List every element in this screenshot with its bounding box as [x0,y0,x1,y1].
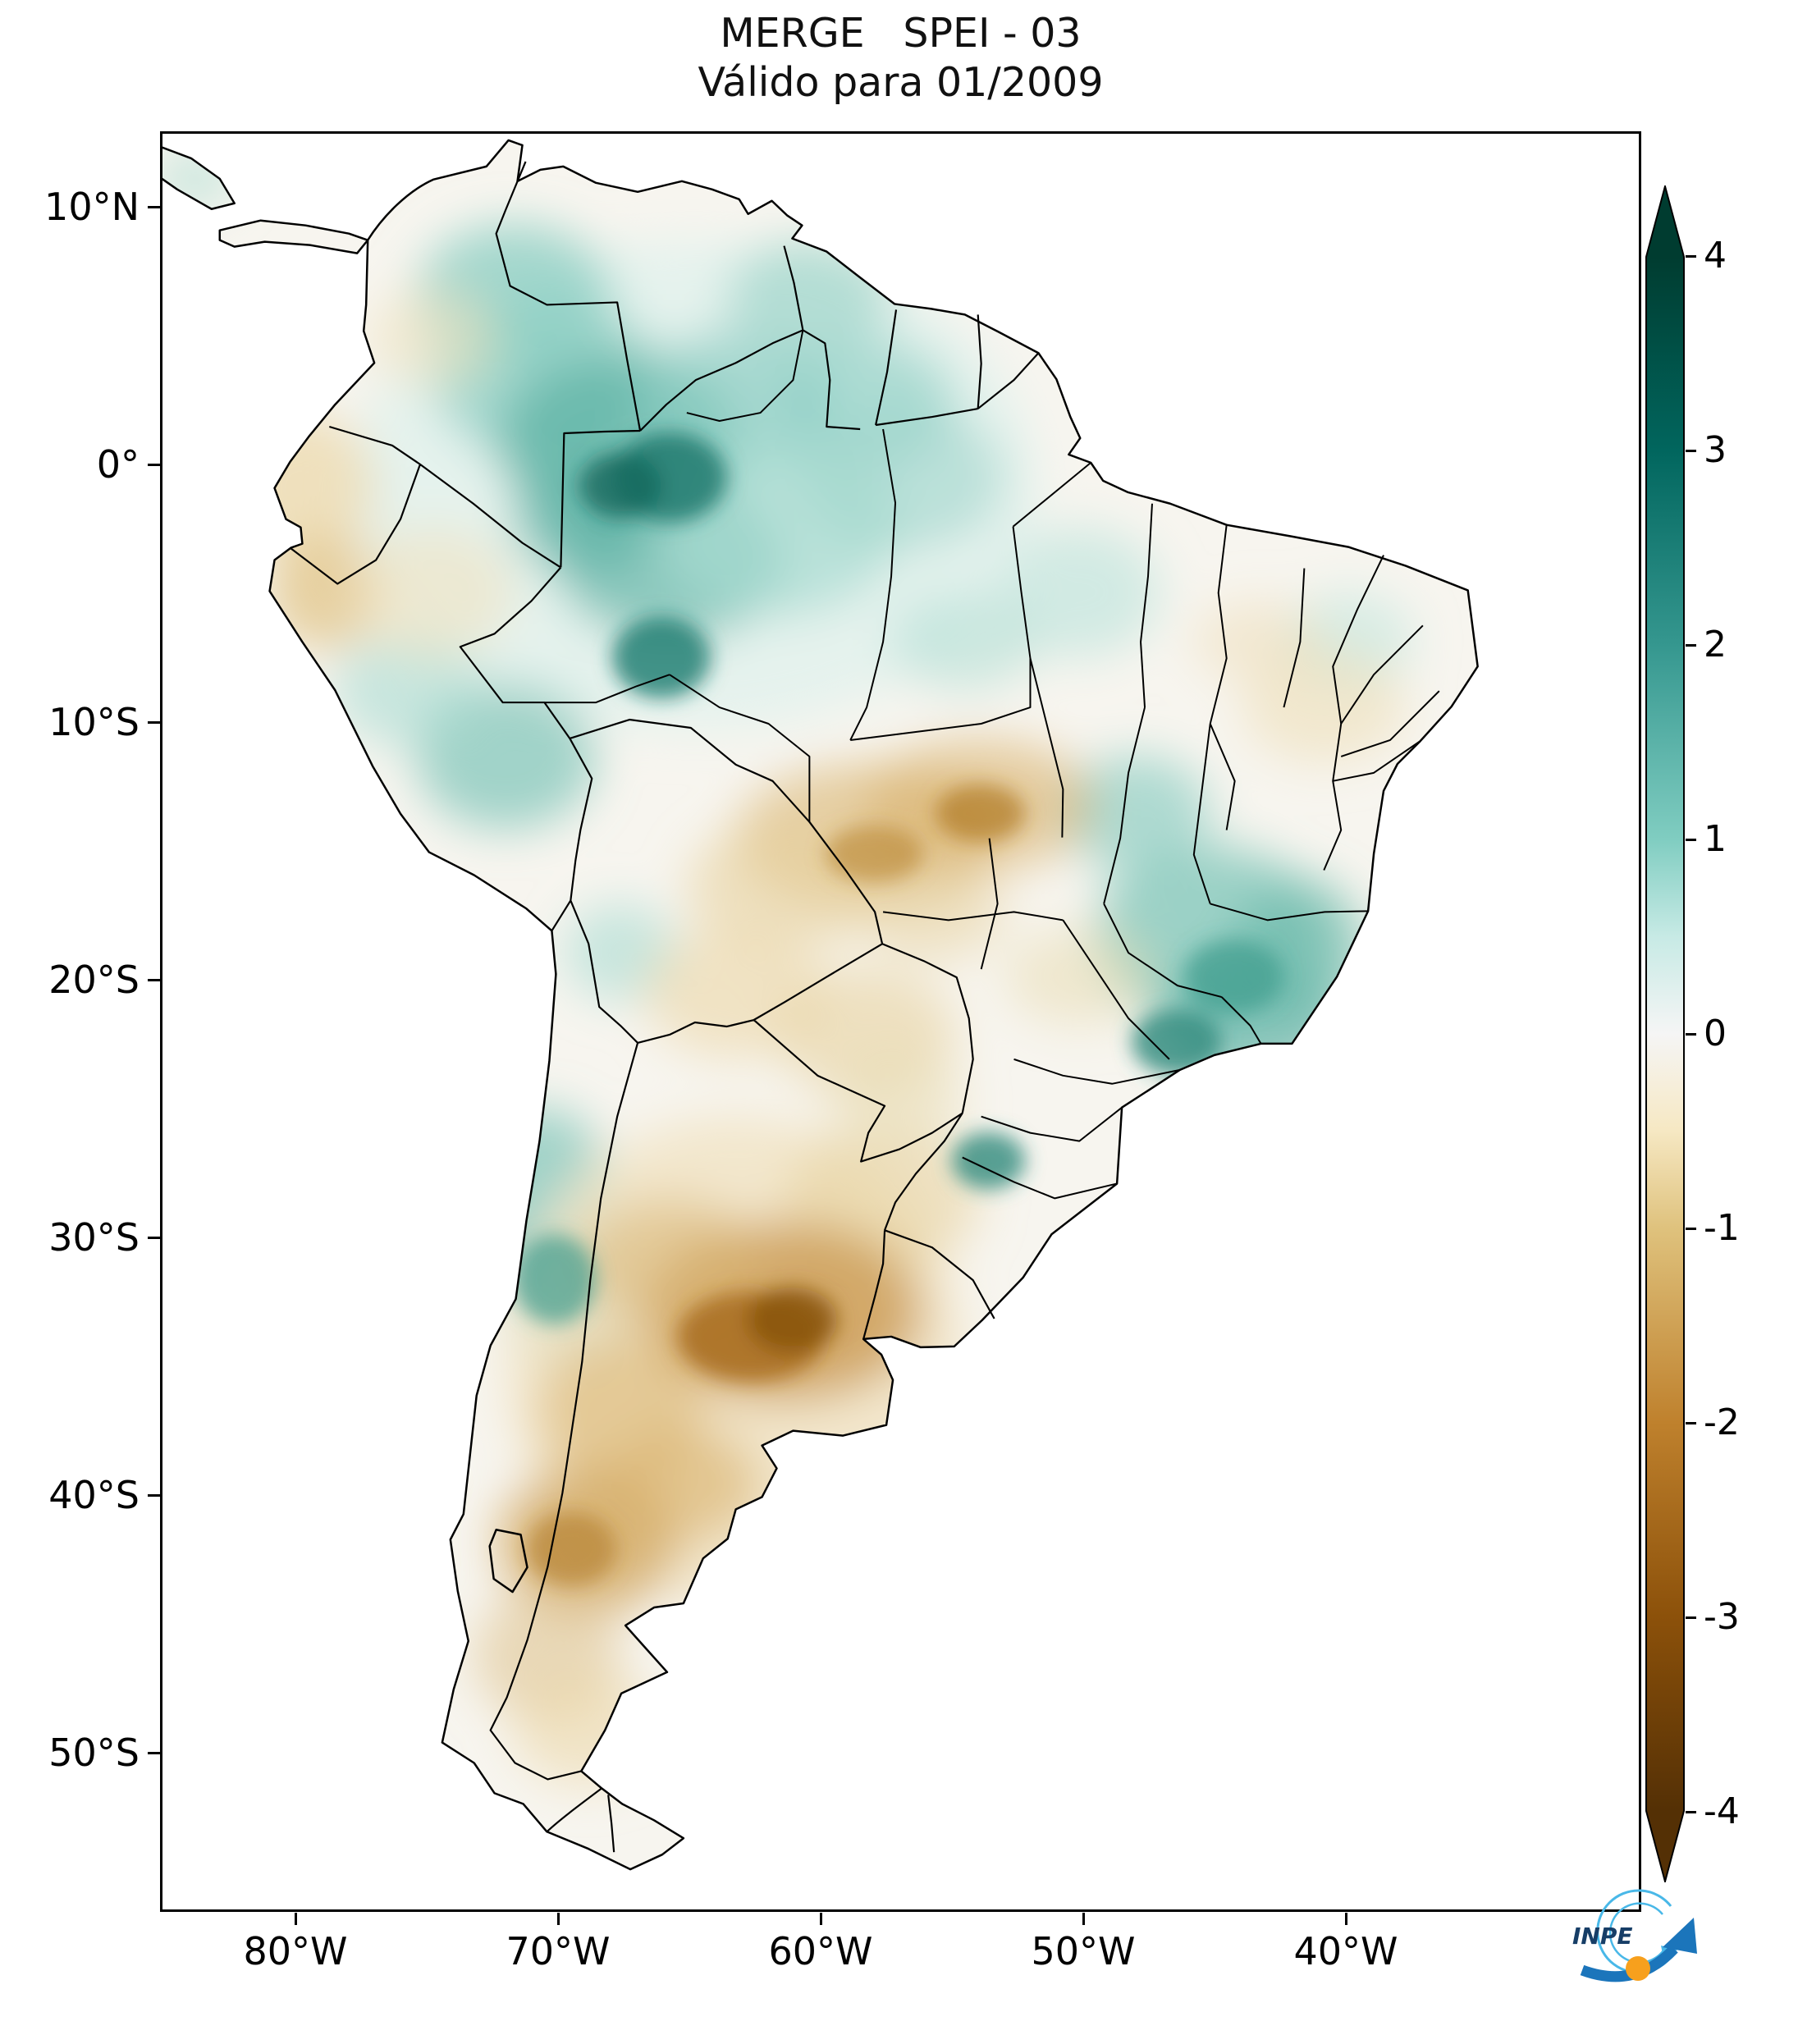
colorbar-tick-mark [1686,1032,1696,1036]
lat-tick-label: 50°S [48,1731,140,1775]
inpe-logo-text: INPE [1572,1923,1633,1950]
lat-tick-label: 10°N [44,185,140,229]
spei-field-core-blob [1184,940,1283,1014]
spei-field-blob [858,862,1005,961]
lat-tick-label: 30°S [48,1215,140,1260]
lat-tick-mark [148,205,160,208]
lon-tick-label: 80°W [243,1929,348,1973]
lat-tick-label: 20°S [48,958,140,1002]
colorbar-tick-mark [1686,254,1696,258]
spei-field-core-blob [612,616,711,699]
colorbar-tick-mark [1686,643,1696,647]
spei-field-blob [890,592,1038,691]
spei-field [162,139,1478,1870]
map-plot-area: INPE [160,131,1697,1982]
lon-tick-label: 60°W [768,1929,873,1973]
panama-strip [218,219,369,254]
colorbar-tick-label: 1 [1704,818,1727,860]
colorbar-tick-label: -1 [1704,1207,1740,1249]
spei-field-core-blob [579,452,661,519]
colorbar-tick-label: -3 [1704,1596,1740,1638]
spei-field-blob [579,1197,760,1328]
south-america-map [162,139,1479,1871]
central-america-sliver [162,146,236,210]
spei-field-blob [350,526,515,658]
spei-field-blob [612,1426,760,1542]
lat-tick-label: 0° [96,442,140,487]
colorbar-tick-mark [1686,449,1696,452]
lon-tick-mark [1082,1913,1085,1925]
colorbar-shape [1645,185,1685,1882]
spei-field-core-blob [514,1234,597,1324]
inpe-logo: INPE [1572,1889,1697,1982]
lat-tick-mark [148,720,160,724]
spei-field-core-layer [514,432,1283,1587]
colorbar-tick-mark [1686,1810,1696,1813]
lon-tick-mark [294,1913,297,1925]
spei-field-core-blob [1132,1009,1222,1075]
colorbar-tick-label: 4 [1704,235,1727,277]
spei-field-blob [268,534,384,650]
spei-field-blob [792,404,1005,551]
coastline-group [162,139,1479,1871]
spei-field-blob [367,289,498,388]
lon-tick-label: 40°W [1293,1929,1398,1973]
chiloe-island [488,1529,528,1594]
spei-field-blob [514,1671,661,1787]
spei-field-blob [1192,600,1324,683]
colorbar-tick-label: 0 [1704,1013,1727,1054]
spei-field-blob [334,633,482,748]
spei-field-blob [1004,927,1152,1026]
spei-field-core-blob [825,825,923,883]
colorbar-tick-mark [1686,1421,1696,1424]
coastline-path [268,139,1479,1871]
country-borders [289,161,1040,1853]
lat-tick-label: 10°S [48,700,140,744]
spei-field-blob [1062,755,1210,871]
colorbar-tick-mark [1686,1616,1696,1619]
lat-tick-mark [148,1751,160,1754]
spei-field-blob [996,526,1160,658]
figure-title-line-1: MERGE SPEI - 03 [720,10,1082,57]
inpe-arrowhead-icon [1663,1918,1697,1954]
lat-tick-mark [148,463,160,466]
spei-field-core-blob [951,1132,1026,1190]
lon-tick-label: 70°W [506,1929,611,1973]
spei-field-core-blob [935,784,1026,842]
lat-tick-label: 40°S [48,1473,140,1517]
spei-field-blob [726,240,891,355]
state-borders [544,330,1440,1200]
lat-tick-mark [148,1493,160,1497]
spei-field-core-blob [747,1287,838,1353]
spei-field-core-blob [526,1512,617,1587]
colorbar-tick-label: 3 [1704,429,1727,471]
lon-tick-label: 50°W [1031,1929,1136,1973]
colorbar-tick-label: -2 [1704,1402,1740,1443]
colorbar [1645,185,1685,1882]
colorbar-tick-label: -4 [1704,1790,1740,1832]
spei-field-soft-layer [162,149,1414,1787]
inpe-orange-dot [1626,1956,1650,1981]
colorbar-tick-mark [1686,1227,1696,1230]
colorbar-tick-mark [1686,838,1696,841]
colorbar-tick-label: 2 [1704,624,1727,665]
lat-tick-mark [148,978,160,981]
figure-title-line-2: Válido para 01/2009 [698,59,1104,106]
lon-tick-mark [1344,1913,1347,1925]
lon-tick-mark [556,1913,560,1925]
lon-tick-mark [819,1913,822,1925]
lat-tick-mark [148,1236,160,1239]
spei-field-blob [833,1049,964,1149]
